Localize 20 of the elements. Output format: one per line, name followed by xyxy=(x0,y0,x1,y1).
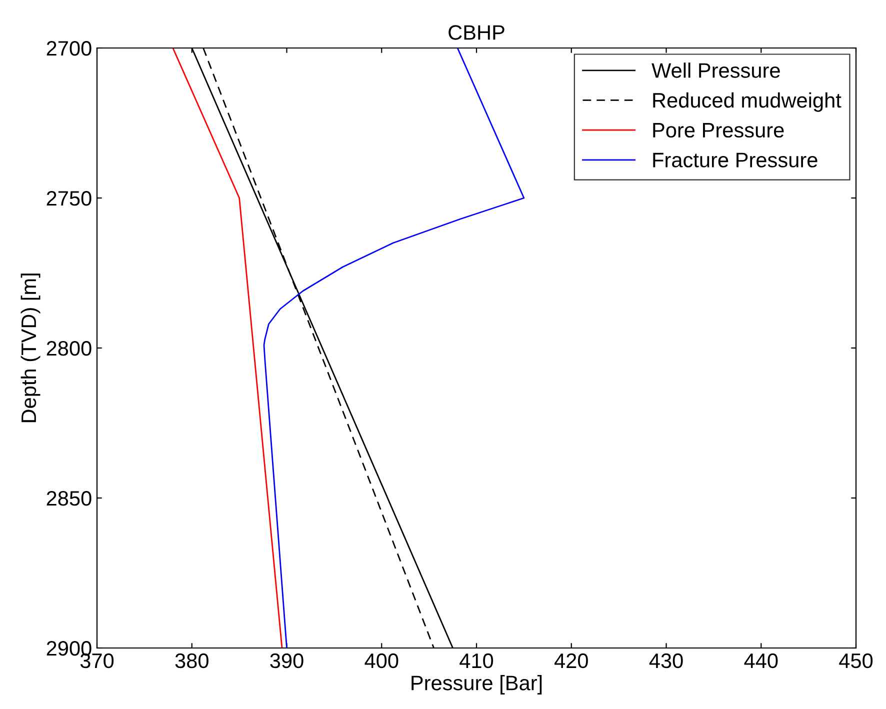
x-tick-label: 420 xyxy=(554,653,588,668)
x-tick-label: 450 xyxy=(839,653,873,668)
x-tick-label: 430 xyxy=(649,653,683,668)
legend-label: Well Pressure xyxy=(652,62,780,78)
x-tick-label: 390 xyxy=(270,653,304,668)
x-tick-label: 380 xyxy=(175,653,208,668)
x-tick-label: 400 xyxy=(364,653,398,668)
legend-label: Reduced mudweight xyxy=(653,92,842,112)
chart-title: CBHP xyxy=(448,25,504,40)
legend-label: Fracture Pressure xyxy=(653,152,818,168)
line-series xyxy=(263,48,525,648)
y-tick-label: 2700 xyxy=(46,41,92,56)
y-tick-label: 2800 xyxy=(46,341,92,356)
x-tick-label: 410 xyxy=(460,653,494,668)
x-axis-title: Pressure [Bar] xyxy=(412,675,542,694)
x-tick-label: 440 xyxy=(744,653,778,668)
y-tick-label: 2850 xyxy=(46,491,92,506)
y-axis-title: Depth (TVD) [m] xyxy=(20,274,40,422)
y-tick-label: 2750 xyxy=(46,191,92,206)
legend-label: Pore Pressure xyxy=(653,123,784,138)
